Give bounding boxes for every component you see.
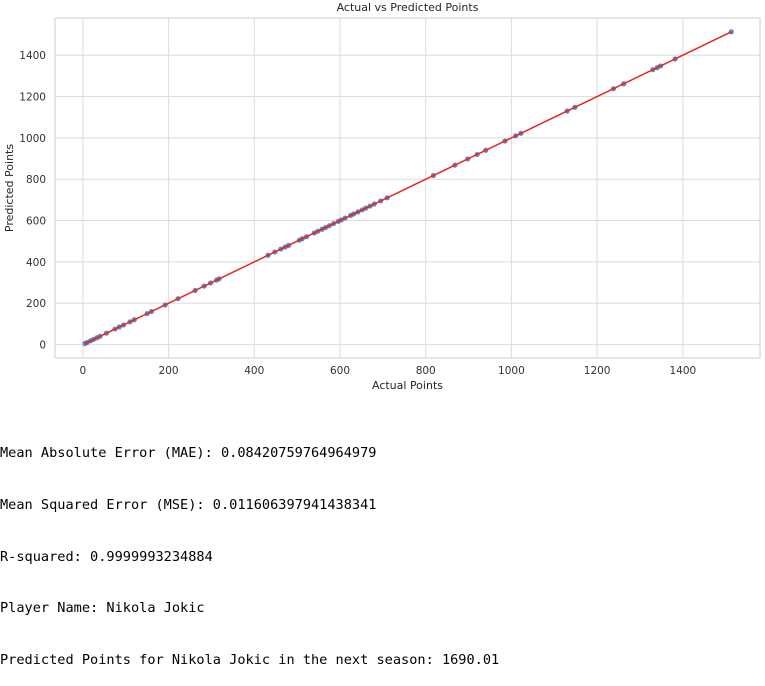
x-tick-label: 1200 [584,365,611,377]
mse-line: Mean Squared Error (MSE): 0.011606397941… [0,497,377,514]
y-tick-label: 1000 [19,133,46,145]
prediction-line: Predicted Points for Nikola Jokic in the… [0,651,500,668]
player-name-line: Player Name: Nikola Jokic [0,600,205,617]
data-point [728,29,734,35]
y-tick-label: 400 [26,257,46,269]
y-axis-title: Predicted Points [3,144,16,232]
y-tick-label: 600 [26,216,46,228]
x-tick-label: 0 [80,365,87,377]
chart-title: Actual vs Predicted Points [337,1,479,14]
scatter-chart: Actual vs Predicted Points 0 200 400 600 800… [3,1,761,392]
x-tick-label: 600 [330,365,350,377]
y-tick-label: 0 [39,340,46,352]
x-axis-title: Actual Points [372,379,443,392]
y-tick-label: 1200 [19,92,46,104]
y-tick-label: 1400 [19,50,46,62]
mae-line: Mean Absolute Error (MAE): 0.08420759764… [0,445,377,462]
x-tick-label: 200 [159,365,179,377]
plot-area-frame [54,17,761,359]
r-squared-line: R-squared: 0.9999993234884 [0,548,213,565]
x-tick-label: 800 [416,365,436,377]
fit-line [84,31,732,345]
axis-ticks: 0 200 400 600 800 1000 1200 1400 0 200 400 600 800 10… [19,50,696,377]
console-output: Mean Absolute Error (MAE): 0.08420759764… [0,411,499,686]
x-tick-label: 1000 [498,365,525,377]
fit-line-layer [84,31,732,345]
y-tick-label: 800 [26,174,46,186]
x-tick-label: 1400 [669,365,696,377]
y-tick-label: 200 [26,298,46,310]
grid-lines [55,18,760,358]
x-tick-label: 400 [244,365,264,377]
